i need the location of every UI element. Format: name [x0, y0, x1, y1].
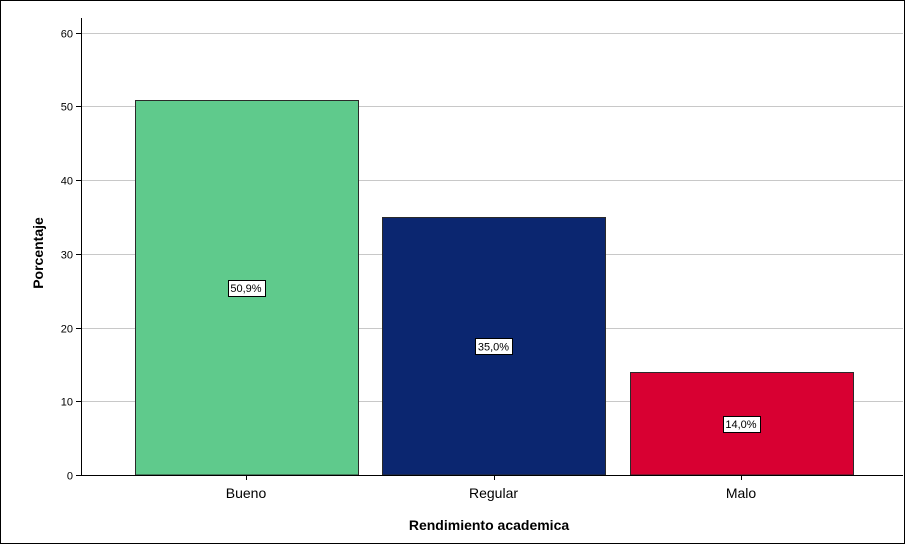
y-tick-label: 20	[61, 324, 73, 336]
x-tick-label: Malo	[726, 485, 757, 501]
data-label-box	[723, 416, 761, 433]
data-label: 35,0%	[478, 341, 509, 353]
x-axis-title: Rendimiento academica	[409, 517, 569, 533]
x-axis-ticks: Bueno Regular Malo	[226, 475, 757, 501]
y-axis-ticks: 0 10 20 30 40 50 60	[61, 29, 81, 483]
x-tick-label: Regular	[469, 485, 518, 501]
data-label-box	[228, 280, 266, 297]
y-tick-label: 40	[61, 176, 73, 188]
bars: 50,9% 35,0% 14,0%	[135, 100, 854, 476]
y-tick-label: 50	[61, 102, 73, 114]
data-label: 14,0%	[725, 419, 756, 431]
y-tick-label: 60	[61, 29, 73, 41]
data-label-box	[475, 338, 513, 355]
x-tick-label: Bueno	[226, 485, 267, 501]
y-tick-label: 30	[61, 250, 73, 262]
y-tick-label: 0	[67, 471, 73, 483]
data-label: 50,9%	[230, 283, 261, 295]
y-tick-label: 10	[61, 397, 73, 409]
y-axis-title: Porcentaje	[30, 217, 46, 289]
